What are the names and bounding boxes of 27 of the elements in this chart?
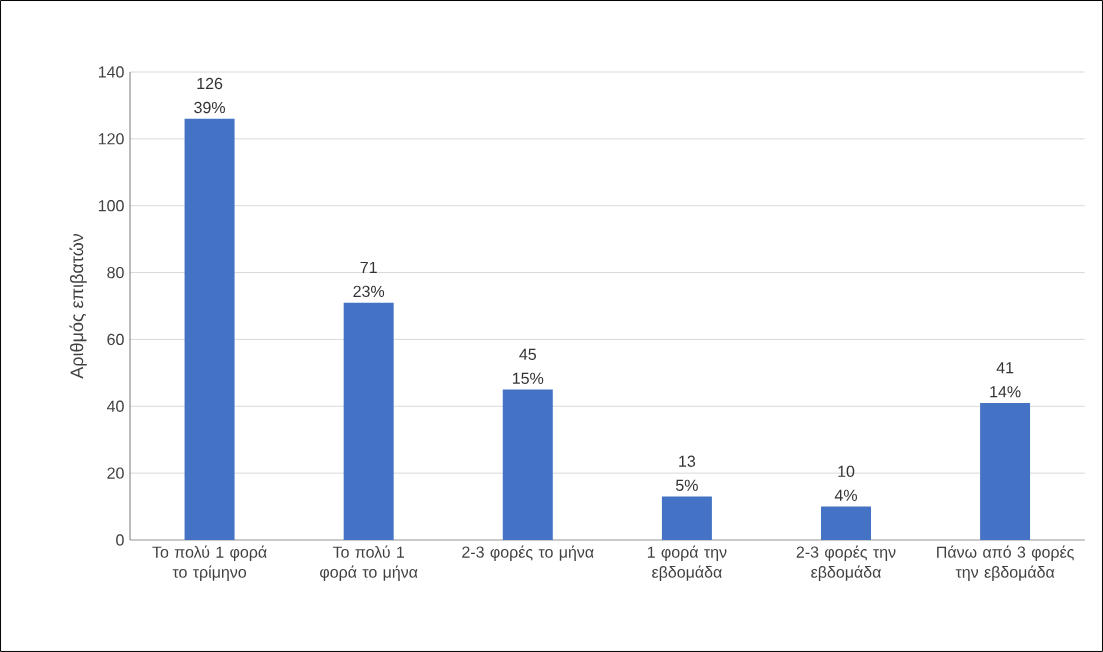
y-tick-label: 40 <box>106 400 124 412</box>
data-label: 126 39% <box>194 77 225 114</box>
y-tick-label: 80 <box>107 266 124 279</box>
x-tick-label: 1 φορά την εβδομάδα <box>647 545 727 581</box>
data-label: 41 14% <box>990 362 1021 398</box>
y-axis-title: Αριθμός επιβατών <box>69 233 87 379</box>
y-tick-label: 100 <box>98 200 124 212</box>
data-label: 13 5% <box>675 455 698 491</box>
data-label: 10 4% <box>834 465 857 501</box>
data-label: 71 23% <box>353 261 385 298</box>
y-tick-label: 120 <box>98 133 124 145</box>
bar <box>821 506 872 540</box>
x-tick-label: Το πολύ 1 φορά το μήνα <box>320 545 418 581</box>
y-tick-label: 0 <box>116 534 124 546</box>
bar <box>502 389 553 540</box>
bar <box>661 496 712 540</box>
data-label: 45 15% <box>512 348 544 384</box>
bar <box>980 402 1031 540</box>
x-tick-label: Πάνω από 3 φορές την εβδομάδα <box>937 545 1074 581</box>
x-tick-label: Το πολύ 1 φορά το τρίμηνο <box>152 545 267 581</box>
x-tick-label: 2-3 φορές την εβδομάδα <box>796 545 896 581</box>
y-tick-label: 60 <box>107 333 124 346</box>
y-tick-label: 140 <box>98 66 124 78</box>
x-tick-label: 2-3 φορές το μήνα <box>462 545 594 561</box>
y-tick-label: 20 <box>107 467 124 479</box>
bar <box>343 302 394 540</box>
bar <box>184 118 235 540</box>
